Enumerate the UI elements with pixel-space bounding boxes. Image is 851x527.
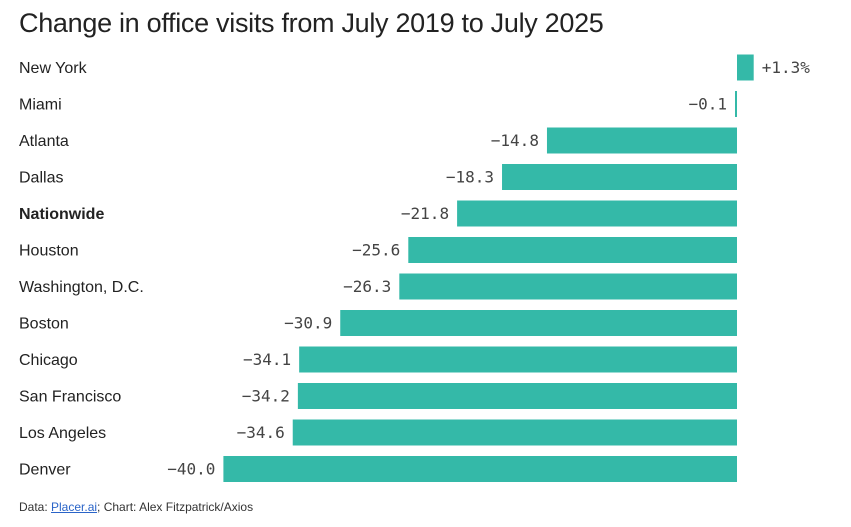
category-label-atlanta: Atlanta	[19, 133, 69, 150]
category-label-boston: Boston	[19, 316, 69, 333]
value-label-houston: −25.6	[352, 241, 400, 260]
value-label-boston: −30.9	[284, 314, 332, 333]
bar-los-angeles	[292, 419, 737, 446]
value-label-washington-d-c: −26.3	[343, 277, 391, 296]
chart-title: Change in office visits from July 2019 t…	[19, 8, 604, 38]
bar-houston	[408, 237, 737, 263]
bar-atlanta	[546, 127, 737, 154]
category-label-dallas: Dallas	[19, 170, 63, 187]
category-label-nationwide: Nationwide	[19, 206, 104, 223]
footer-credit: ; Chart: Alex Fitzpatrick/Axios	[97, 500, 254, 514]
source-link[interactable]: Placer.ai	[51, 500, 98, 514]
bar-miami	[735, 91, 737, 117]
value-label-chicago: −34.1	[243, 350, 291, 369]
category-label-washington-d-c: Washington, D.C.	[19, 279, 144, 296]
value-label-san-francisco: −34.2	[242, 387, 290, 406]
bar-san-francisco	[297, 383, 737, 409]
chart-footer: Data: Placer.ai; Chart: Alex Fitzpatrick…	[19, 500, 253, 514]
value-label-atlanta: −14.8	[491, 131, 539, 150]
bars-layer: New York +1.3% Miami −0.1 Atlanta −14.8 Dallas…	[19, 54, 811, 482]
value-label-new-york: +1.3%	[762, 58, 811, 77]
category-label-los-angeles: Los Angeles	[19, 425, 106, 442]
category-label-denver: Denver	[19, 462, 71, 479]
value-label-dallas: −18.3	[446, 168, 494, 187]
bar-boston	[340, 310, 737, 336]
category-label-san-francisco: San Francisco	[19, 389, 121, 406]
bar-nationwide	[457, 200, 737, 227]
bar-chart: New York +1.3% Miami −0.1 Atlanta −14.8 Dallas…	[19, 54, 811, 482]
value-label-los-angeles: −34.6	[237, 423, 285, 442]
bar-chicago	[299, 346, 737, 373]
bar-new-york	[737, 54, 754, 81]
bar-washington-d-c	[399, 273, 737, 300]
value-label-denver: −40.0	[167, 460, 215, 479]
value-label-nationwide: −21.8	[401, 204, 449, 223]
value-label-miami: −0.1	[688, 95, 727, 114]
category-label-chicago: Chicago	[19, 352, 78, 369]
category-label-houston: Houston	[19, 243, 79, 260]
footer-prefix: Data:	[19, 500, 52, 514]
bar-denver	[223, 456, 737, 482]
category-label-miami: Miami	[19, 97, 62, 114]
bar-dallas	[502, 164, 737, 190]
category-label-new-york: New York	[19, 60, 88, 77]
